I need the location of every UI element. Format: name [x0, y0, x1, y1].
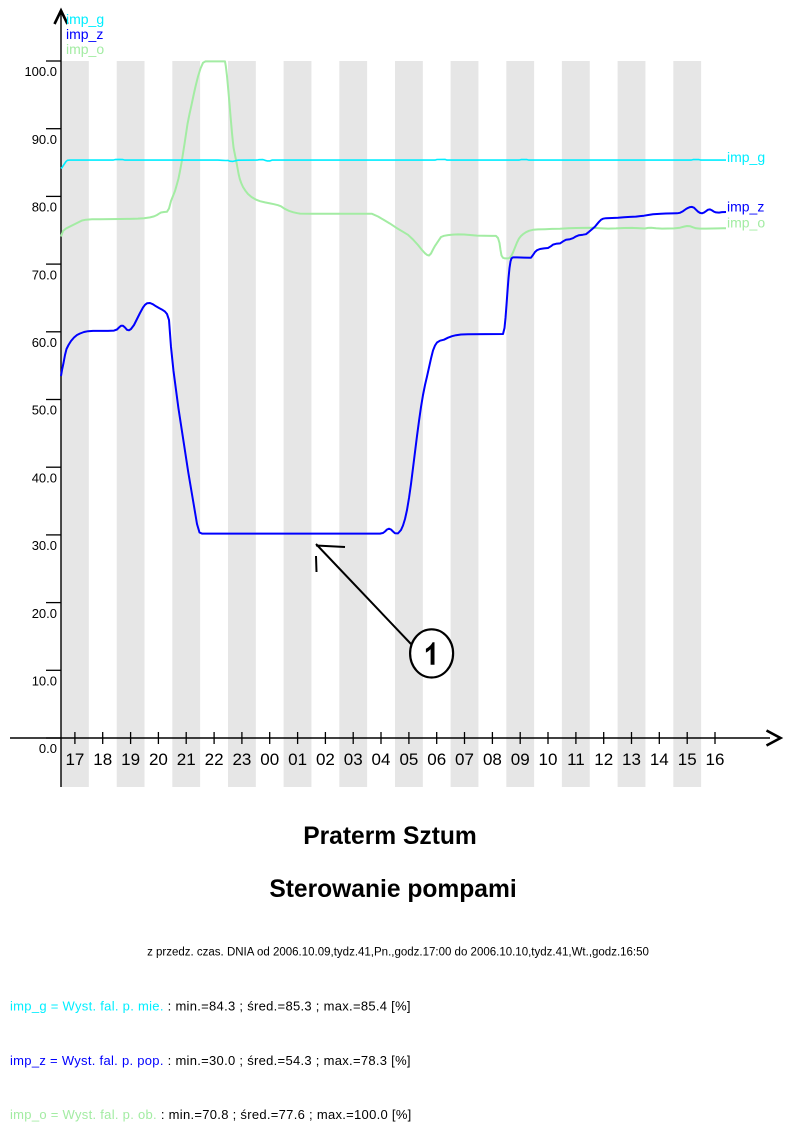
- svg-text:z przedz. czas. DNIA od 2006.1: z przedz. czas. DNIA od 2006.10.09,tydz.…: [147, 947, 649, 959]
- svg-text:20: 20: [149, 750, 168, 769]
- svg-text:60.0: 60.0: [32, 335, 57, 350]
- svg-text:30.0: 30.0: [32, 538, 57, 553]
- svg-text:100.0: 100.0: [24, 64, 57, 79]
- svg-text:19: 19: [121, 750, 140, 769]
- svg-text:imp_z = Wyst. fal. p. pop. : m: imp_z = Wyst. fal. p. pop. : min.=30.0 ;…: [10, 1053, 411, 1068]
- svg-text:23: 23: [232, 750, 251, 769]
- svg-text:40.0: 40.0: [32, 470, 57, 485]
- svg-text:02: 02: [316, 750, 335, 769]
- svg-text:20.0: 20.0: [32, 606, 57, 621]
- svg-text:06: 06: [427, 750, 446, 769]
- svg-text:05: 05: [399, 750, 418, 769]
- svg-text:22: 22: [205, 750, 224, 769]
- svg-text:17: 17: [65, 750, 84, 769]
- svg-text:0.0: 0.0: [39, 741, 57, 756]
- svg-text:08: 08: [483, 750, 502, 769]
- svg-text:10.0: 10.0: [32, 674, 57, 689]
- svg-text:imp_g: imp_g: [66, 11, 104, 27]
- svg-text:imp_g = Wyst. fal. p. mie. : m: imp_g = Wyst. fal. p. mie. : min.=84.3 ;…: [10, 999, 411, 1014]
- svg-text:13: 13: [622, 750, 641, 769]
- svg-text:09: 09: [511, 750, 530, 769]
- svg-text:12: 12: [594, 750, 613, 769]
- svg-text:04: 04: [372, 750, 391, 769]
- svg-text:90.0: 90.0: [32, 132, 57, 147]
- svg-text:18: 18: [93, 750, 112, 769]
- svg-text:15: 15: [678, 750, 697, 769]
- svg-text:imp_o: imp_o: [727, 215, 765, 231]
- svg-text:03: 03: [344, 750, 363, 769]
- svg-text:11: 11: [567, 750, 585, 769]
- svg-text:07: 07: [455, 750, 474, 769]
- svg-text:imp_o = Wyst. fal. p. ob. : mi: imp_o = Wyst. fal. p. ob. : min.=70.8 ; …: [10, 1107, 412, 1122]
- svg-text:Praterm Sztum: Praterm Sztum: [303, 823, 477, 850]
- svg-text:imp_o: imp_o: [66, 41, 104, 57]
- svg-text:16: 16: [706, 750, 725, 769]
- svg-text:imp_g: imp_g: [727, 149, 765, 165]
- svg-text:01: 01: [288, 750, 307, 769]
- svg-text:imp_z: imp_z: [727, 199, 764, 215]
- svg-text:70.0: 70.0: [32, 267, 57, 282]
- svg-text:Sterowanie pompami: Sterowanie pompami: [269, 876, 516, 903]
- svg-text:21: 21: [177, 750, 196, 769]
- svg-text:imp_z: imp_z: [66, 26, 103, 42]
- svg-text:00: 00: [260, 750, 279, 769]
- svg-text:50.0: 50.0: [32, 403, 57, 418]
- svg-text:10: 10: [539, 750, 558, 769]
- svg-text:14: 14: [650, 750, 669, 769]
- svg-text:80.0: 80.0: [32, 200, 57, 215]
